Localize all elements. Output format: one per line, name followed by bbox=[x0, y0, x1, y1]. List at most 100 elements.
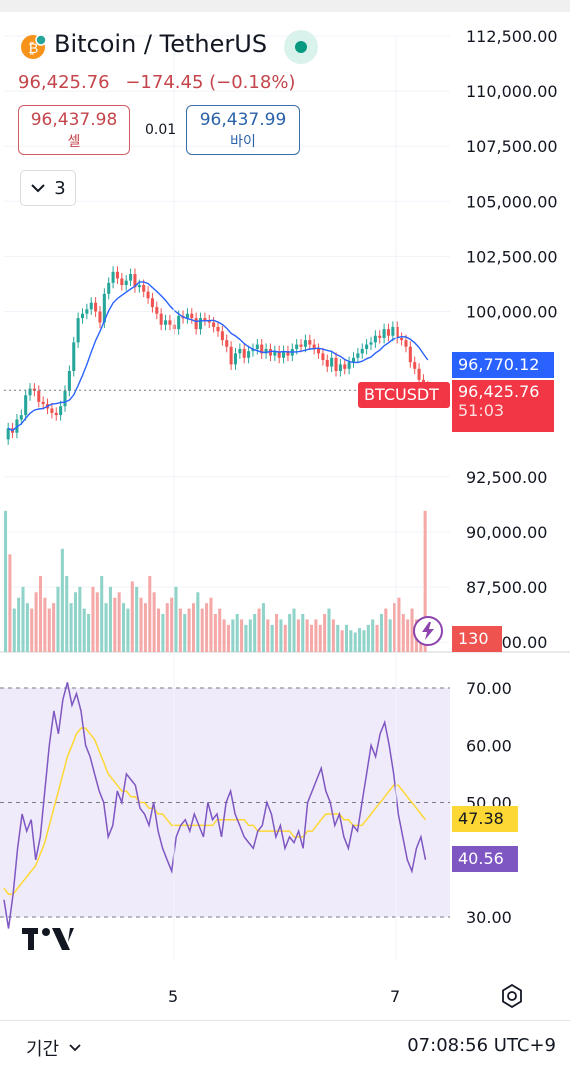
lightning-icon[interactable] bbox=[413, 616, 443, 646]
candle-body bbox=[107, 282, 111, 294]
rsi-line bbox=[3, 682, 427, 929]
sell-label: 셀 bbox=[67, 134, 81, 150]
last-price: 96,425.76 bbox=[18, 72, 110, 93]
period-selector[interactable]: 기간 bbox=[26, 1035, 81, 1061]
volume-bar bbox=[309, 624, 314, 652]
candle-body bbox=[351, 357, 356, 363]
ma-price-tag: 96,770.12 bbox=[452, 352, 554, 378]
volume-bar bbox=[336, 624, 340, 652]
candle-body bbox=[102, 293, 106, 323]
settings-gear-icon[interactable] bbox=[500, 984, 524, 1008]
utc-clock[interactable]: 07:08:56 UTC+9 bbox=[407, 1035, 556, 1056]
volume-bar bbox=[340, 630, 344, 652]
volume-bar bbox=[358, 628, 362, 652]
candle-body bbox=[24, 395, 28, 416]
sell-price: 96,437.98 bbox=[30, 110, 118, 130]
candle-body bbox=[94, 302, 98, 312]
candle-body bbox=[28, 388, 32, 396]
candle-body bbox=[137, 285, 141, 288]
price-axis-tick: 100,000.00 bbox=[466, 303, 558, 322]
volume-bar bbox=[349, 630, 353, 652]
volume-bar bbox=[161, 614, 165, 652]
price-axis-tick: 87,500.00 bbox=[466, 578, 547, 597]
candle-body bbox=[216, 326, 220, 332]
candle-body bbox=[325, 359, 329, 367]
volume-bar bbox=[261, 603, 265, 652]
candle-body bbox=[317, 348, 321, 354]
volume-bar bbox=[292, 608, 296, 652]
candle-body bbox=[373, 335, 377, 343]
volume-bar bbox=[209, 597, 213, 652]
volume-bar bbox=[353, 632, 357, 652]
candle-body bbox=[386, 329, 391, 336]
volume-bar bbox=[301, 614, 305, 652]
volume-bar bbox=[270, 624, 274, 652]
volume-bar bbox=[191, 603, 196, 652]
candle-body bbox=[369, 342, 373, 345]
volume-bar bbox=[4, 510, 8, 652]
indicators-toggle-button[interactable]: 3 bbox=[20, 170, 76, 206]
volume-bar bbox=[213, 614, 217, 652]
volume-bar bbox=[283, 624, 287, 652]
candle-body bbox=[303, 340, 307, 347]
volume-bar bbox=[65, 576, 69, 652]
buy-button[interactable]: 96,437.99 바이 bbox=[186, 105, 300, 155]
volume-bar bbox=[183, 614, 187, 652]
candle-body bbox=[207, 320, 211, 323]
candle-body bbox=[98, 311, 102, 323]
candle-body bbox=[260, 344, 264, 354]
candle-body bbox=[19, 415, 23, 420]
candle-body bbox=[129, 274, 133, 281]
candle-body bbox=[312, 344, 316, 349]
volume-bar bbox=[288, 614, 292, 652]
volume-bar bbox=[152, 592, 156, 652]
candle-body bbox=[286, 351, 290, 356]
price-axis-tick: 107,500.00 bbox=[466, 137, 558, 156]
candle-body bbox=[89, 302, 93, 310]
candle-body bbox=[404, 340, 408, 347]
volume-bar bbox=[156, 608, 161, 652]
candle-body bbox=[80, 313, 85, 319]
volume-bar bbox=[393, 603, 397, 652]
volume-bar bbox=[248, 619, 252, 652]
volume-bar bbox=[401, 614, 405, 652]
moving-average-line bbox=[7, 281, 429, 432]
buy-label: 바이 bbox=[230, 134, 256, 150]
volume-bar bbox=[12, 608, 16, 652]
volume-bar bbox=[113, 597, 117, 652]
bitcoin-coin-icon: ₿ bbox=[21, 34, 46, 59]
rsi-ma-tag: 47.38 bbox=[452, 806, 518, 832]
volume-bar bbox=[344, 624, 349, 652]
volume-bar bbox=[240, 619, 244, 652]
spread-value: 0.01 bbox=[145, 122, 177, 138]
chevron-down-icon bbox=[69, 1044, 81, 1052]
candle-body bbox=[225, 340, 229, 347]
candle-body bbox=[360, 348, 364, 354]
candle-body bbox=[212, 322, 216, 327]
rsi-axis-tick: 60.00 bbox=[466, 736, 512, 755]
rsi-tag: 40.56 bbox=[452, 846, 518, 872]
volume-bar bbox=[187, 608, 191, 652]
candle-body bbox=[417, 368, 421, 380]
volume-bar bbox=[8, 554, 12, 652]
status-strip bbox=[0, 0, 570, 12]
volume-bar bbox=[143, 603, 147, 652]
chart-canvas[interactable]: 112,500.00 110,000.00 107,500.00 105,000.00… bbox=[0, 0, 570, 1020]
market-status-icon[interactable] bbox=[284, 30, 318, 64]
candle-body bbox=[251, 348, 255, 352]
volume-bar bbox=[266, 619, 270, 652]
sell-button[interactable]: 96,437.98 셀 bbox=[18, 105, 130, 155]
candle-body bbox=[334, 357, 338, 372]
candle-body bbox=[255, 344, 259, 349]
volume-bar bbox=[366, 624, 370, 652]
time-axis-label: 5 bbox=[168, 987, 178, 1006]
volume-bar bbox=[30, 608, 34, 652]
volume-bar bbox=[165, 603, 169, 652]
symbol-title[interactable]: Bitcoin / TetherUS bbox=[54, 30, 268, 58]
candle-body bbox=[282, 351, 286, 358]
candle-body bbox=[159, 313, 163, 325]
last-price-tag: 96,425.76 51:03 bbox=[452, 380, 554, 432]
candle-body bbox=[203, 318, 207, 321]
volume-bar bbox=[135, 586, 139, 652]
volume-bar bbox=[397, 597, 401, 652]
